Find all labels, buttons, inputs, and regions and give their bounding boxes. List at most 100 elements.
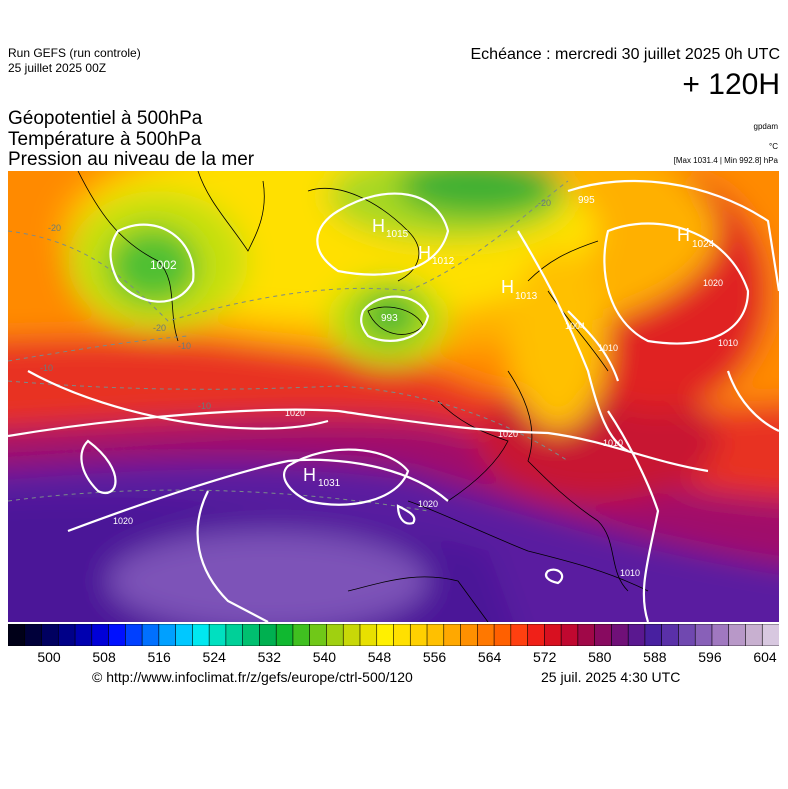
colorbar-swatch xyxy=(611,624,629,646)
colorbar-tick-label: 500 xyxy=(37,649,61,665)
high-center-label: 1013 xyxy=(515,291,538,302)
isotherm-label: -10 xyxy=(178,341,191,351)
colorbar-tick-label: 516 xyxy=(147,649,171,665)
colorbar-swatch xyxy=(359,624,378,646)
colorbar-swatch xyxy=(728,624,747,646)
colorbar-swatch xyxy=(8,624,26,646)
high-center-label: 1012 xyxy=(432,256,455,267)
lead-time: + 120H xyxy=(682,68,780,101)
param-temperature: Température à 500hPa xyxy=(8,129,202,150)
colorbar-swatch xyxy=(527,624,545,646)
colorbar-swatch xyxy=(57,624,76,646)
isotherm-label: -10 xyxy=(198,401,211,411)
render-timestamp: 25 juil. 2025 4:30 UTC xyxy=(541,669,681,685)
valid-time: Echéance : mercredi 30 juillet 2025 0h U… xyxy=(470,46,781,63)
colorbar-swatch xyxy=(125,624,143,646)
colorbar-swatch xyxy=(644,624,663,646)
colorbar-swatch xyxy=(309,624,328,646)
colorbar-tick-label: 564 xyxy=(477,649,502,665)
colorbar-tick-label: 588 xyxy=(643,649,667,665)
colorbar-swatch xyxy=(175,624,193,646)
colorbar-swatch xyxy=(393,624,411,646)
colorbar-swatch xyxy=(443,624,462,646)
colorbar-tick-label: 604 xyxy=(753,649,777,665)
colorbar-swatch xyxy=(476,624,495,646)
colorbar-swatch xyxy=(192,624,210,646)
colorbar-swatch xyxy=(326,624,344,646)
weather-map: 1002 H 1015 H 1012 993 995 H 1024 H 1013… xyxy=(8,171,779,622)
colorbar-swatch xyxy=(259,624,277,646)
colorbar-swatch xyxy=(493,624,512,646)
colorbar-swatch xyxy=(460,624,478,646)
colorbar-swatch xyxy=(242,624,261,646)
isobar-label: 1010 xyxy=(718,338,738,348)
run-title: Run GEFS (run controle) xyxy=(8,46,141,60)
colorbar-swatch xyxy=(544,624,562,646)
colorbar-swatch xyxy=(409,624,428,646)
isobar-label: 1010 xyxy=(598,343,618,353)
isobar-label: 1010 xyxy=(620,568,640,578)
high-center-marker: H xyxy=(677,225,690,245)
colorbar-tick-label: 508 xyxy=(92,649,116,665)
param-geopotential: Géopotentiel à 500hPa xyxy=(8,108,203,129)
isotherms xyxy=(8,180,569,512)
colorbar-swatch xyxy=(745,624,763,646)
colorbar-swatch xyxy=(694,624,713,646)
colorbar-swatch xyxy=(342,624,361,646)
colorbar-ticks: 500 508 516 524 532 540 548 556 564 572 580 588 596 6… xyxy=(0,649,788,667)
colorbar-swatch xyxy=(225,624,244,646)
high-center-marker: H xyxy=(418,243,431,263)
colorbar-swatch xyxy=(108,624,126,646)
colorbar-swatch xyxy=(24,624,43,646)
isotherm-label: -10 xyxy=(40,363,53,373)
isobar-label: 1020 xyxy=(703,278,723,288)
param-pressure: Pression au niveau de la mer xyxy=(8,149,255,170)
isobar-label: 1020 xyxy=(113,516,133,526)
colorbar-swatch xyxy=(426,624,445,646)
colorbar-swatch xyxy=(594,624,612,646)
isobars xyxy=(8,179,779,622)
pressure-labels: 1002 H 1015 H 1012 993 995 H 1024 H 1013… xyxy=(113,195,738,578)
colorbar-swatch xyxy=(91,624,110,646)
colorbar-swatch xyxy=(627,624,646,646)
colorbar-swatch xyxy=(292,624,311,646)
colorbar-tick-label: 540 xyxy=(312,649,337,665)
isobar-label: 1004 xyxy=(565,321,585,331)
colorbar-tick-label: 580 xyxy=(588,649,612,665)
isobar-label: 1020 xyxy=(418,499,438,509)
high-center-marker: H xyxy=(303,465,316,485)
colorbar-tick-label: 572 xyxy=(533,649,557,665)
colorbar-swatch xyxy=(661,624,680,646)
colorbar-swatch xyxy=(678,624,696,646)
colorbar-swatch xyxy=(41,624,59,646)
colorbar xyxy=(8,624,779,646)
high-center-label: 1031 xyxy=(318,478,341,489)
high-center-label: 1024 xyxy=(692,239,715,250)
colorbar-swatch xyxy=(711,624,730,646)
low-center-label: 993 xyxy=(381,313,398,324)
isobar-label: 1020 xyxy=(285,408,305,418)
isotherm-labels: -20 -20 -10 -10 -10 -20 xyxy=(40,198,551,411)
coastlines xyxy=(77,171,649,622)
colorbar-tick-label: 596 xyxy=(698,649,722,665)
high-center-marker: H xyxy=(501,277,514,297)
pressure-range: [Max 1031.4 | Min 992.8] hPa xyxy=(673,156,778,165)
colorbar-swatch xyxy=(158,624,177,646)
colorbar-swatch xyxy=(208,624,227,646)
isotherm-label: -20 xyxy=(48,223,61,233)
colorbar-tick-label: 524 xyxy=(202,649,226,665)
isobar-label: 1010 xyxy=(603,438,623,448)
low-center-label: 995 xyxy=(578,195,595,206)
colorbar-swatch xyxy=(141,624,160,646)
colorbar-tick-label: 556 xyxy=(422,649,447,665)
high-center-label: 1015 xyxy=(386,229,409,240)
colorbar-tick-label: 532 xyxy=(257,649,281,665)
low-center-label: 1002 xyxy=(150,258,177,272)
unit-geopotential: gpdam xyxy=(753,122,778,131)
isotherm-label: -20 xyxy=(538,198,551,208)
colorbar-swatch xyxy=(577,624,596,646)
colorbar-swatch xyxy=(510,624,529,646)
colorbar-swatch xyxy=(376,624,395,646)
source-credit: © http://www.infoclimat.fr/z/gefs/europe… xyxy=(92,669,413,685)
colorbar-swatch xyxy=(275,624,294,646)
